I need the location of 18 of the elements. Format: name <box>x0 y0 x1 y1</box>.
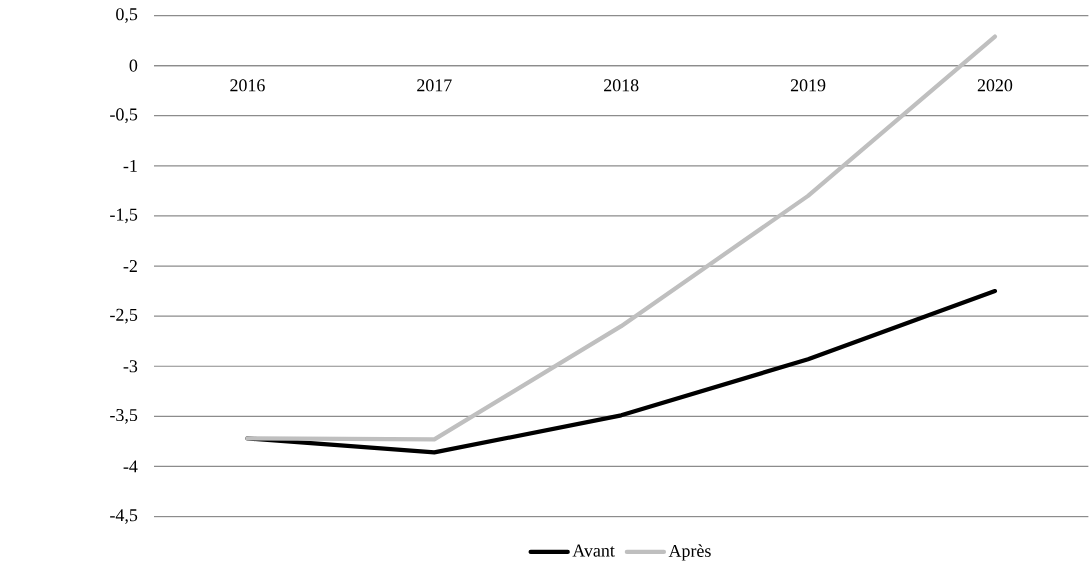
x-tick-label: 2019 <box>790 79 826 92</box>
x-tick-label: 2020 <box>977 79 1013 92</box>
y-tick-label: -2 <box>123 260 137 273</box>
y-tick-label: -3 <box>123 360 138 373</box>
legend-label: Avant <box>572 544 615 557</box>
y-tick-label: -0,5 <box>110 108 138 124</box>
x-tick-label: 2016 <box>230 79 265 92</box>
y-tick-label: 0,5 <box>116 8 138 23</box>
y-tick-label: -4,5 <box>110 509 138 524</box>
y-tick-label: -1,5 <box>110 208 138 224</box>
x-tick-label: 2017 <box>417 79 452 92</box>
y-tick-label: -4 <box>123 460 138 473</box>
x-tick-label: 2018 <box>604 79 639 92</box>
y-tick-label: 0 <box>129 59 138 72</box>
y-tick-label: -3,5 <box>110 409 138 424</box>
y-tick-label: -1 <box>123 160 137 172</box>
y-tick-label: -2,5 <box>110 308 138 324</box>
legend-label: Après <box>668 544 711 561</box>
